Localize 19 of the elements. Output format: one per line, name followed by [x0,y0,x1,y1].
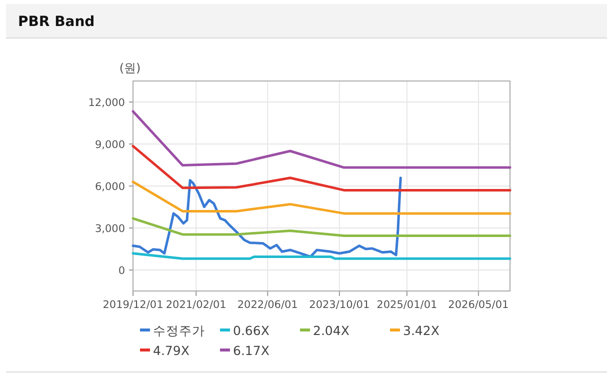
x-tick-label: 2022/06/01 [237,299,298,311]
y-tick-label: 6,000 [94,181,125,193]
legend-label: 2.04X [313,323,350,338]
y-tick-label: 9,000 [94,139,125,151]
x-tick-label: 2026/05/01 [448,299,509,311]
x-tick-label: 2019/12/01 [102,299,164,311]
legend-label: 4.79X [153,343,190,358]
y-axis-title: (원) [119,61,141,75]
x-tick-label: 2023/10/01 [309,299,370,311]
legend-label: 0.66X [233,323,270,338]
y-tick-label: 0 [118,265,125,277]
legend-label: 3.42X [403,323,440,338]
y-tick-label: 12,000 [88,97,125,109]
x-tick-label: 2025/01/01 [376,299,438,311]
y-tick-label: 3,000 [94,223,125,235]
legend-label: 수정주가 [153,323,205,338]
legend-label: 6.17X [233,343,270,358]
chart-title: PBR Band [18,14,95,30]
x-tick-label: 2021/02/01 [166,299,226,311]
